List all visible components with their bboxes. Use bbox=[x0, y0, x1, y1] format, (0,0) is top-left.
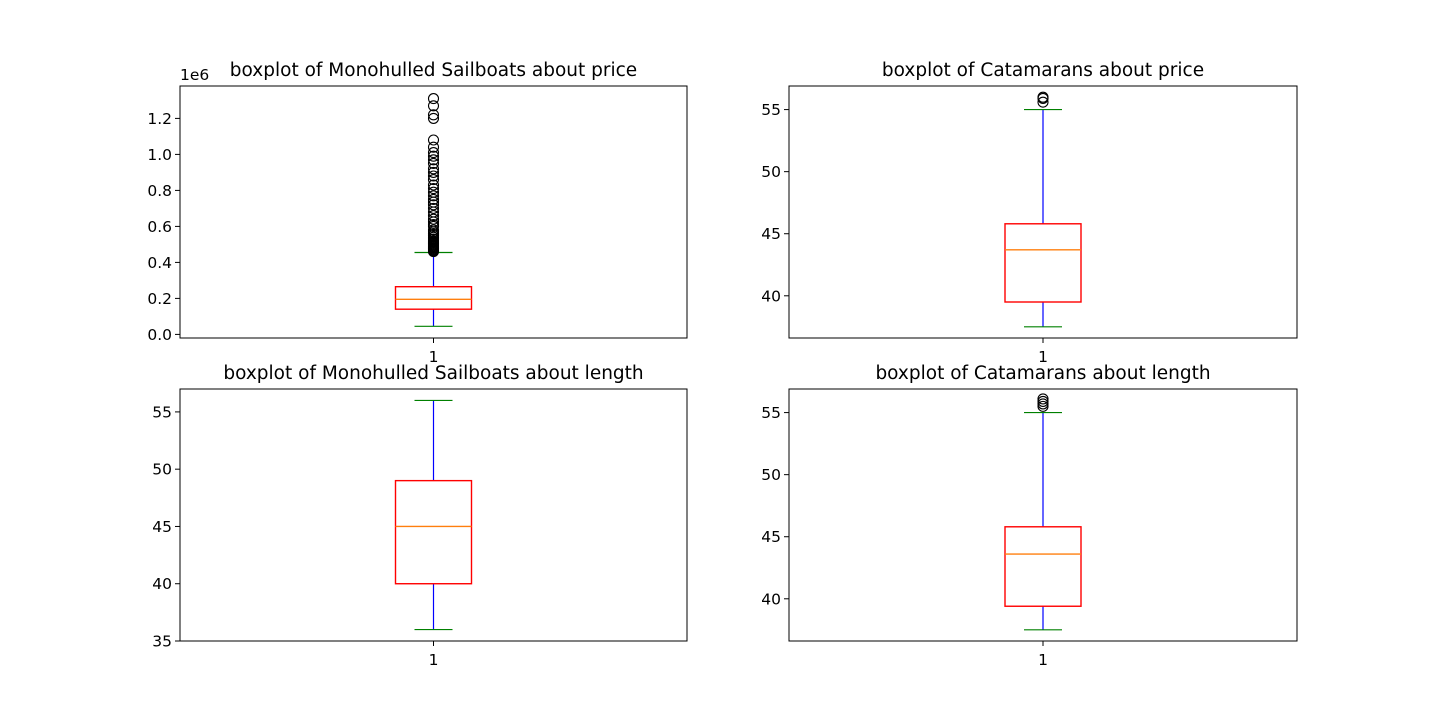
iqr-box bbox=[394, 286, 473, 310]
outlier-point bbox=[427, 109, 440, 121]
outlier-point bbox=[427, 134, 440, 146]
chart-title: boxplot of Monohulled Sailboats about pr… bbox=[230, 60, 637, 81]
outlier-point bbox=[427, 213, 440, 225]
outlier-point bbox=[427, 210, 440, 222]
y-tick-label: 40 bbox=[761, 590, 781, 608]
outlier-point bbox=[427, 202, 440, 214]
outlier-point bbox=[427, 163, 440, 175]
chart-panel-1: boxplot of Monohulled Sailboats about pr… bbox=[147, 60, 688, 366]
y-tick-label: 1.0 bbox=[147, 146, 172, 164]
outlier-point bbox=[1037, 395, 1049, 407]
x-tick-label: 1 bbox=[429, 651, 439, 669]
outlier-point bbox=[427, 199, 440, 211]
outlier-point bbox=[1037, 393, 1049, 405]
iqr-box bbox=[1004, 526, 1082, 607]
y-tick-label: 50 bbox=[761, 163, 781, 181]
y-tick-label: 40 bbox=[761, 287, 781, 305]
y-tick-label: 45 bbox=[761, 225, 781, 243]
y-tick-label: 50 bbox=[761, 466, 781, 484]
outlier-point bbox=[427, 157, 440, 169]
y-tick-label: 0.8 bbox=[147, 182, 172, 200]
outlier-point bbox=[427, 154, 440, 166]
outlier-point bbox=[427, 190, 440, 202]
outlier-point bbox=[427, 186, 440, 198]
outlier-point bbox=[427, 219, 440, 231]
y-tick-label: 45 bbox=[761, 528, 781, 546]
x-tick-label: 1 bbox=[1038, 348, 1048, 366]
outlier-point bbox=[427, 93, 440, 105]
outlier-point bbox=[1037, 96, 1049, 108]
y-tick-label: 45 bbox=[152, 518, 172, 536]
outlier-point bbox=[427, 112, 440, 124]
y-tick-label: 50 bbox=[152, 461, 172, 479]
outlier-point bbox=[427, 224, 440, 236]
y-tick-label: 35 bbox=[152, 633, 172, 651]
chart-title: boxplot of Catamarans about length bbox=[875, 363, 1210, 384]
outlier-point bbox=[427, 193, 440, 205]
chart-panel-2: boxplot of Catamarans about price 40 45 50 5… bbox=[761, 60, 1298, 366]
iqr-box bbox=[1004, 223, 1082, 303]
outlier-point bbox=[427, 166, 440, 178]
outlier-point bbox=[1037, 91, 1049, 103]
y-tick-label: 1.2 bbox=[147, 110, 172, 128]
outlier-point bbox=[427, 183, 440, 195]
outlier-point bbox=[1037, 400, 1049, 412]
outlier-point bbox=[427, 147, 440, 159]
y-tick-label: 55 bbox=[761, 101, 781, 119]
outlier-point bbox=[427, 150, 440, 162]
y-tick-label: 0.4 bbox=[147, 254, 172, 272]
x-tick-label: 1 bbox=[429, 348, 439, 366]
y-offset-label: 1e6 bbox=[180, 66, 209, 84]
y-tick-label: 0.6 bbox=[147, 218, 172, 236]
outlier-point bbox=[427, 141, 440, 153]
outlier-point bbox=[1037, 398, 1049, 410]
outlier-point bbox=[427, 174, 440, 186]
y-tick-label: 0.0 bbox=[147, 326, 172, 344]
x-tick-label: 1 bbox=[1038, 651, 1048, 669]
chart-panel-3: boxplot of Monohulled Sailboats about le… bbox=[152, 363, 688, 669]
y-tick-label: 55 bbox=[761, 404, 781, 422]
outlier-point bbox=[427, 179, 440, 191]
chart-panel-4: boxplot of Catamarans about length 40 45 50… bbox=[761, 363, 1298, 669]
iqr-box bbox=[394, 479, 473, 585]
chart-title: boxplot of Monohulled Sailboats about le… bbox=[223, 363, 643, 384]
y-tick-label: 40 bbox=[152, 575, 172, 593]
outlier-point bbox=[427, 100, 440, 112]
y-tick-label: 55 bbox=[152, 403, 172, 421]
outlier-point bbox=[427, 170, 440, 182]
y-tick-label: 0.2 bbox=[147, 290, 172, 308]
chart-title: boxplot of Catamarans about price bbox=[882, 60, 1204, 81]
